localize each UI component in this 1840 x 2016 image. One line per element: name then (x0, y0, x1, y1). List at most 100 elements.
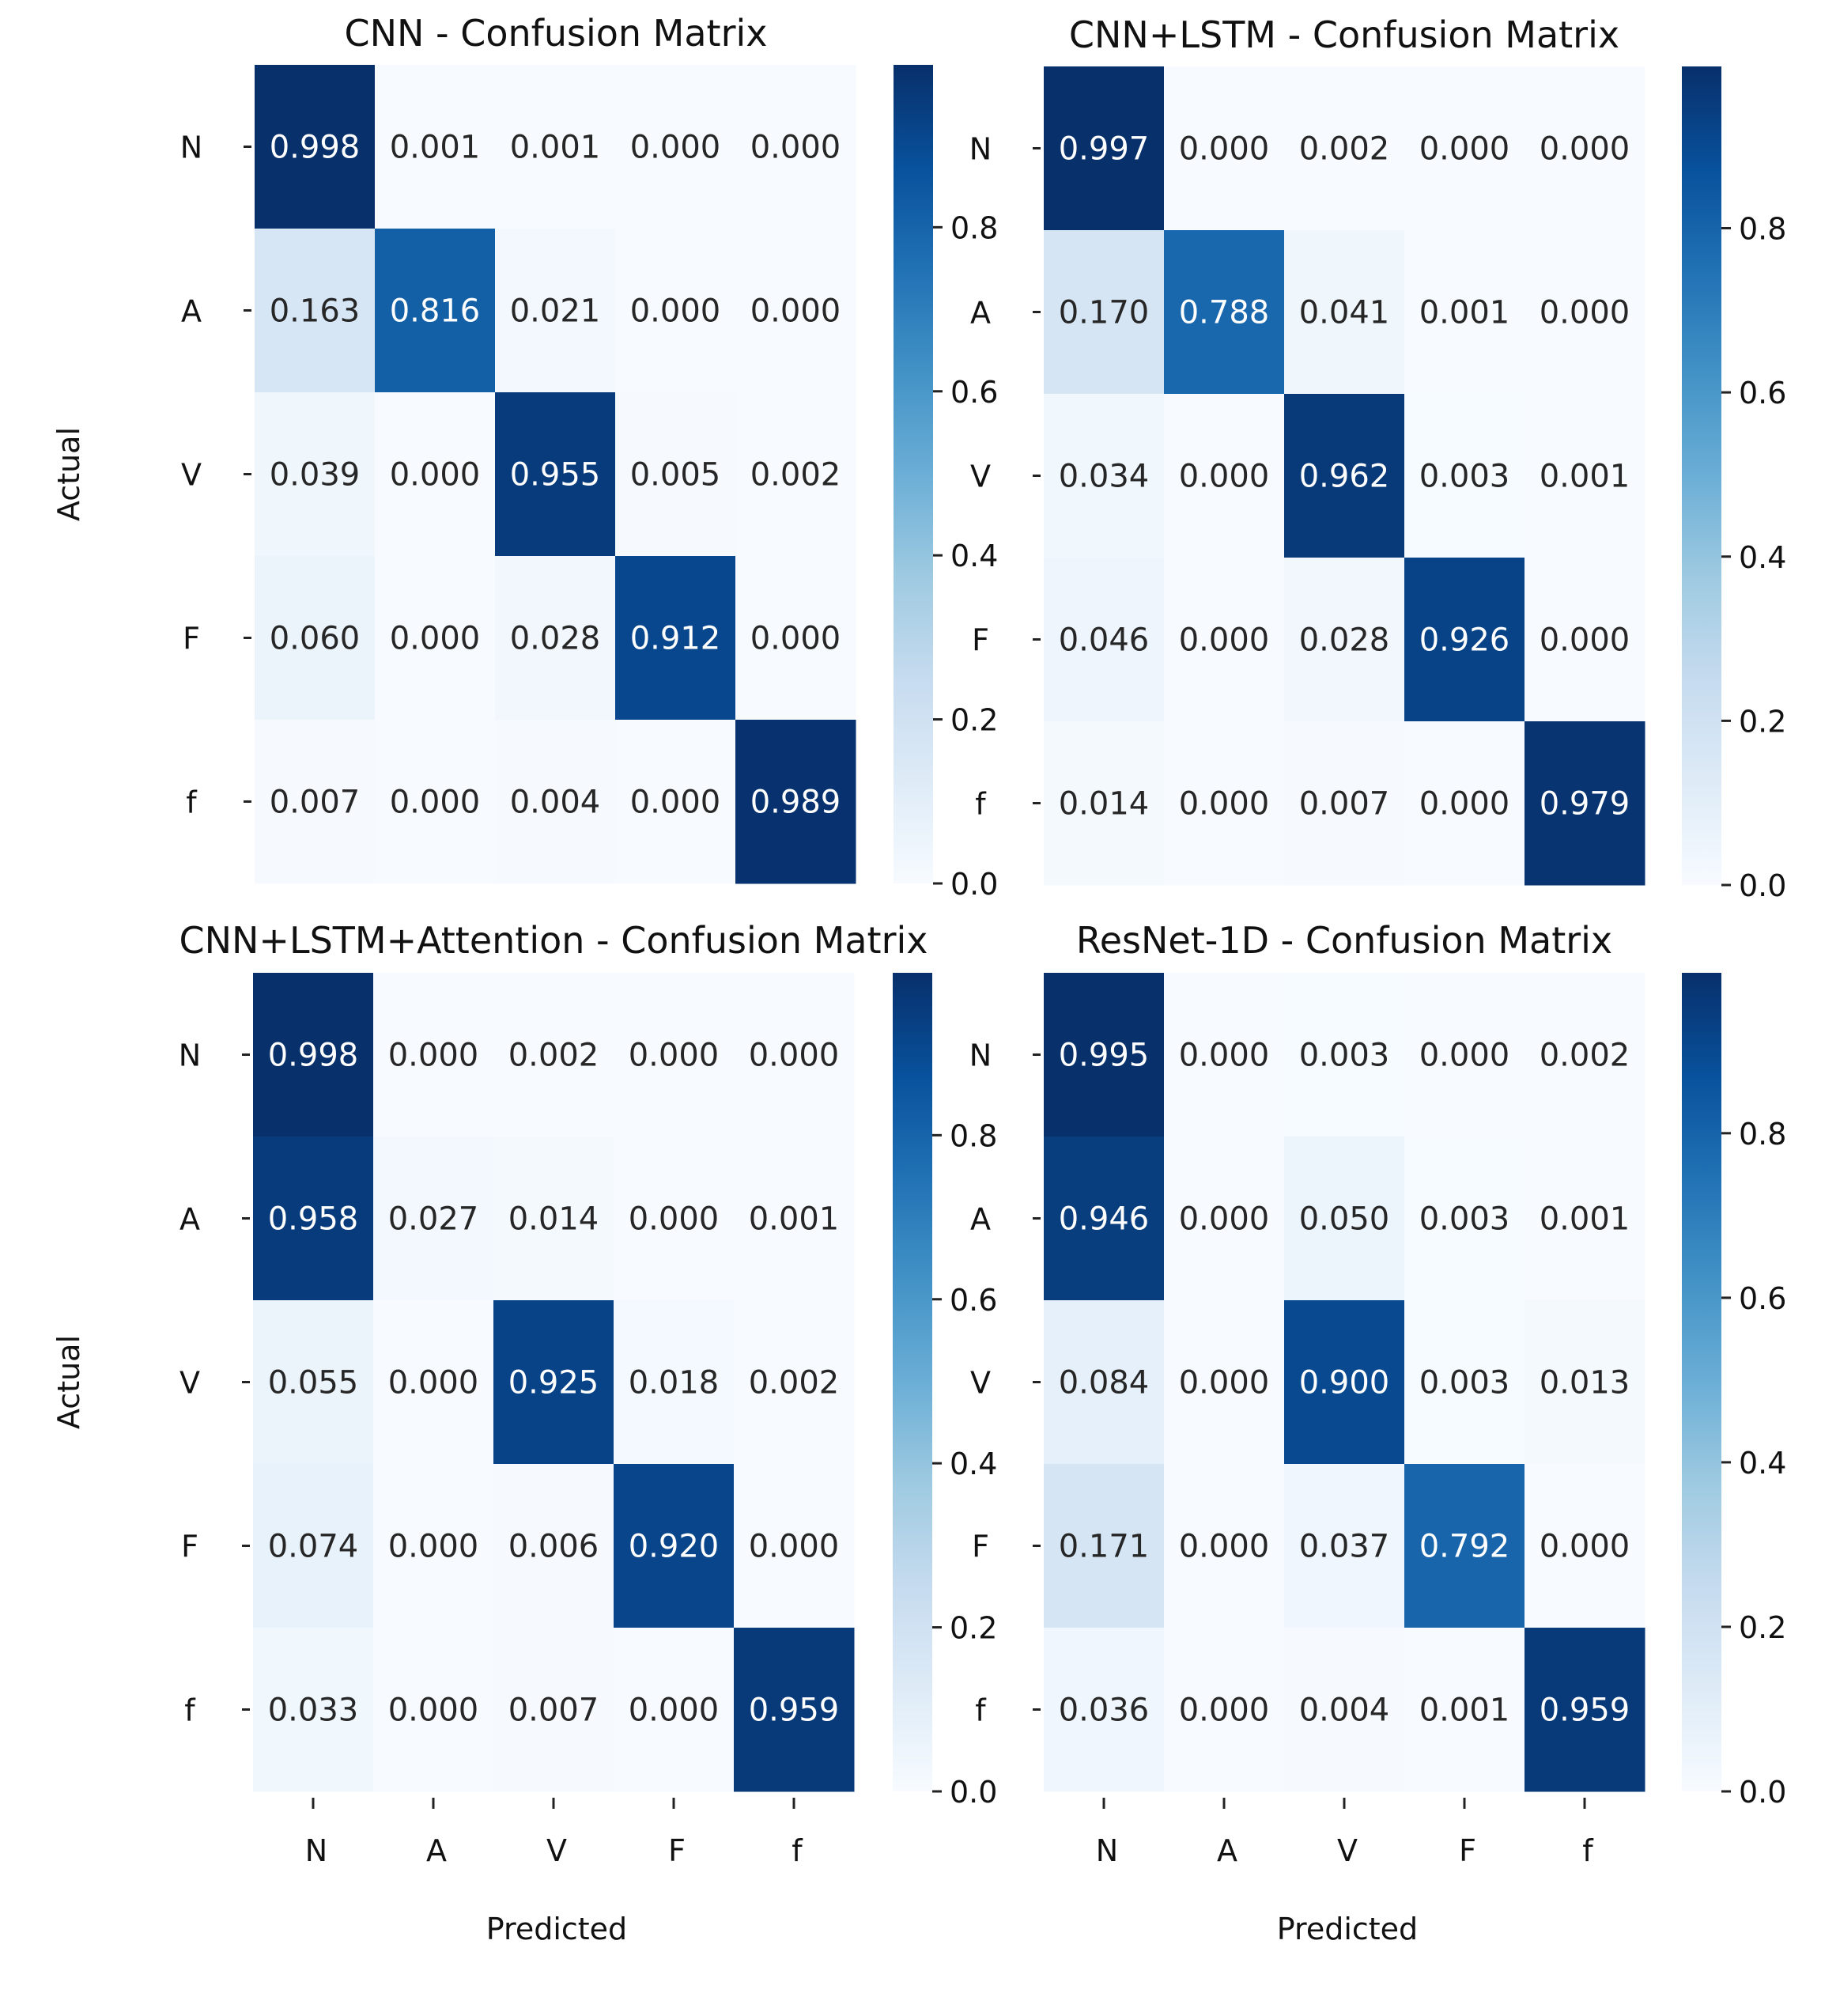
heatmap-cell (373, 1300, 494, 1465)
heatmap-cell (1164, 721, 1285, 886)
cell-value-label: 0.998 (270, 130, 361, 166)
cell-value-label: 0.001 (390, 130, 481, 166)
heatmap-cell (493, 973, 614, 1137)
cell-value-label: 0.920 (629, 1529, 720, 1565)
y-tick-label: F (972, 1530, 989, 1564)
y-tick-label: N (179, 1038, 201, 1073)
y-tick-label: F (183, 622, 200, 656)
colorbar-tick-label: 0.8 (1739, 212, 1786, 247)
cell-value-label: 0.027 (388, 1201, 479, 1238)
x-tick-label: f (1582, 1833, 1594, 1868)
cell-value-label: 0.000 (1540, 1529, 1630, 1565)
y-tick-label: N (969, 132, 992, 167)
heatmap-cell (1044, 973, 1165, 1137)
cell-value-label: 0.900 (1299, 1365, 1390, 1401)
heatmap-cell (495, 392, 616, 557)
heatmap-cell (1164, 973, 1285, 1137)
cell-value-label: 0.962 (1299, 459, 1390, 495)
cell-value-label: 0.002 (508, 1038, 599, 1074)
heatmap-cell (615, 720, 736, 884)
heatmap-cell (735, 720, 856, 884)
heatmap-cell (1164, 394, 1285, 558)
cell-value-label: 0.060 (270, 621, 361, 657)
heatmap-cell (1164, 66, 1285, 231)
cell-value-label: 0.946 (1059, 1201, 1150, 1238)
heatmap-cell (734, 1300, 855, 1465)
heatmap-cell (1404, 394, 1525, 558)
heatmap-cell (375, 229, 496, 393)
cell-value-label: 0.959 (1540, 1693, 1630, 1729)
cell-value-label: 0.000 (1419, 1038, 1510, 1074)
heatmap-cell (1164, 1137, 1285, 1301)
heatmap-cell (375, 720, 496, 884)
cell-value-label: 0.788 (1179, 295, 1270, 331)
heatmap-cell (1284, 66, 1405, 231)
colorbar-tick-label: 0.8 (950, 1118, 997, 1153)
cell-value-label: 0.170 (1059, 295, 1150, 331)
cell-value-label: 0.055 (268, 1365, 359, 1401)
heatmap-cell (255, 229, 376, 393)
colorbar-tick-label: 0.8 (950, 210, 998, 245)
heatmap-cell (614, 1628, 735, 1792)
cell-value-label: 0.000 (750, 130, 841, 166)
cell-value-label: 0.007 (270, 785, 361, 821)
cell-value-label: 0.003 (1419, 1201, 1510, 1238)
cell-value-label: 0.013 (1540, 1365, 1630, 1401)
heatmap-cell (1284, 230, 1405, 395)
y-tick-label: V (970, 460, 991, 494)
cell-value-label: 0.989 (750, 785, 841, 821)
heatmap-cell (1284, 394, 1405, 558)
x-tick-label: N (305, 1833, 327, 1868)
cell-value-label: 0.037 (1299, 1529, 1390, 1565)
cell-value-label: 0.995 (1059, 1038, 1150, 1074)
x-tick-label: N (1096, 1833, 1118, 1868)
heatmap-cell (1525, 973, 1645, 1137)
cell-value-label: 0.034 (1059, 459, 1150, 495)
cell-value-label: 0.074 (268, 1529, 359, 1565)
heatmap-cell (1525, 230, 1645, 395)
cell-value-label: 0.050 (1299, 1201, 1390, 1238)
heatmap-cell (255, 392, 376, 557)
cell-value-label: 0.000 (1540, 131, 1630, 168)
y-tick-label: V (181, 458, 202, 493)
cell-value-label: 0.002 (749, 1365, 840, 1401)
y-tick-label: N (969, 1038, 992, 1073)
heatmap-cell (1044, 558, 1165, 722)
heatmap-cell (1404, 1300, 1525, 1465)
x-tick-label: f (792, 1833, 803, 1868)
heatmap-cell (1404, 558, 1525, 722)
chart-title: CNN - Confusion Matrix (344, 12, 767, 55)
x-tick-label: V (546, 1833, 567, 1868)
colorbar (1682, 66, 1721, 885)
heatmap-cell (255, 556, 376, 721)
cell-value-label: 0.000 (750, 293, 841, 330)
x-axis-label: Predicted (486, 1912, 627, 1946)
heatmap-cell (1525, 1137, 1645, 1301)
cell-value-label: 0.163 (270, 293, 361, 330)
cell-value-label: 0.000 (390, 621, 481, 657)
cell-value-label: 0.033 (268, 1693, 359, 1729)
y-axis-label: Actual (51, 427, 86, 521)
cell-value-label: 0.028 (510, 621, 601, 657)
cell-value-label: 0.816 (390, 293, 481, 330)
cell-value-label: 0.000 (388, 1038, 479, 1074)
colorbar-tick-label: 0.0 (1739, 868, 1786, 903)
chart-title: ResNet-1D - Confusion Matrix (1076, 919, 1612, 962)
cell-value-label: 0.006 (508, 1529, 599, 1565)
cell-value-label: 0.000 (1179, 1365, 1270, 1401)
y-tick-label: f (975, 787, 987, 822)
colorbar-tick-label: 0.4 (950, 539, 998, 573)
heatmap-cell (1525, 1464, 1645, 1628)
heatmap-cell (255, 720, 376, 884)
colorbar-tick-label: 0.0 (950, 867, 998, 902)
cell-value-label: 0.000 (388, 1529, 479, 1565)
heatmap-cell (1164, 1464, 1285, 1628)
heatmap-cell (373, 973, 494, 1137)
cell-value-label: 0.792 (1419, 1529, 1510, 1565)
cell-value-label: 0.000 (1419, 786, 1510, 823)
colorbar (893, 973, 932, 1791)
colorbar-tick-label: 0.6 (1739, 1281, 1786, 1316)
cell-value-label: 0.000 (1179, 786, 1270, 823)
colorbar-tick-label: 0.2 (1739, 704, 1786, 739)
heatmap-cell (1284, 973, 1405, 1137)
